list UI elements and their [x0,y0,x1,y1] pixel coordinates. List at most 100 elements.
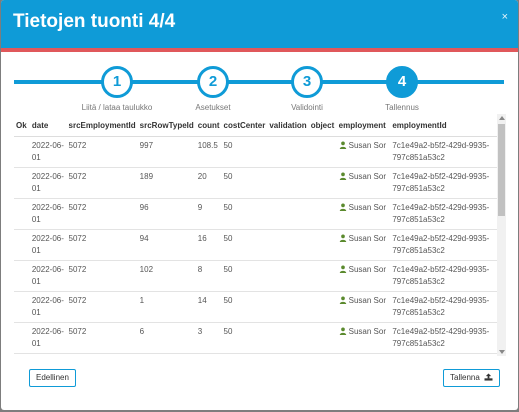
table-row[interactable]: 2022-06-01 5072 102 8 50 Susan Sor 7c1e49a2-b5… [14,260,498,292]
user-icon [339,296,346,304]
cell-date: 2022-06-01 [29,167,67,199]
header-employment[interactable]: employment [336,114,391,137]
cell-srcEmploymentId: 5072 [66,136,138,168]
table-row[interactable]: 2022-06-01 5072 96 9 50 Susan Sor 7c1e49a2-b5f… [14,198,498,230]
cell-object [308,136,337,168]
header-validation[interactable]: validation [267,114,309,137]
user-icon [339,234,346,242]
user-icon [339,203,346,211]
step-1-label: Liitä / lataa taulukko [81,103,153,112]
cell-date: 2022-06-01 [29,136,67,168]
import-table-container[interactable]: Ok date srcEmploymentId srcRowTypeId cou… [14,114,498,356]
previous-button[interactable]: Edellinen [29,369,76,387]
header-object[interactable]: object [308,114,337,137]
table-row[interactable]: 2022-06-01 5072 1 14 50 Susan Sor 7c1e49a2-b5f… [14,291,498,323]
employment-name: Susan Sor [348,172,386,181]
cell-count: 4 [195,353,222,356]
cell-srcEmploymentId: 5072 [66,322,138,354]
header-count[interactable]: count [195,114,222,137]
cell-date: 2022-06-01 [29,229,67,261]
cell-ok [14,198,30,230]
cell-employment: Susan Sor [336,167,391,199]
table-row[interactable]: 2022-06-01 5072 997 108.5 50 Susan Sor 7c1e49a… [14,136,498,168]
cell-costCenter: 50 [221,229,268,261]
step-2[interactable]: 2 Asetukset [163,66,263,112]
cell-ok [14,136,30,168]
step-3-circle: 3 [291,66,323,98]
cell-count: 8 [195,260,222,292]
table-row[interactable]: 2022-06-0150723450 Susan Sor7c1e49a2-b5f2… [14,353,498,356]
save-button[interactable]: Tallenna [443,369,501,387]
cell-srcRowTypeId: 102 [137,260,196,292]
cell-ok [14,260,30,292]
dialog-header: Tietojen tuonti 4/4 × [1,0,518,52]
cell-count: 16 [195,229,222,261]
close-icon[interactable]: × [501,11,508,23]
cell-object [308,260,337,292]
cell-count: 14 [195,291,222,323]
cell-validation [267,229,309,261]
step-1[interactable]: 1 Liitä / lataa taulukko [67,66,167,112]
cell-validation [267,136,309,168]
step-4-label: Tallennus [385,103,419,112]
step-1-circle: 1 [101,66,133,98]
table-row[interactable]: 2022-06-01 5072 189 20 50 Susan Sor 7c1e49a2-b… [14,167,498,199]
cell-employment: Susan Sor [336,291,391,323]
cell-validation [267,353,309,356]
dialog-title: Tietojen tuonti 4/4 [13,11,176,32]
cell-date: 2022-06-01 [29,322,67,354]
cell-validation [267,198,309,230]
cell-object [308,353,337,356]
cell-object [308,291,337,323]
step-2-label: Asetukset [195,103,231,112]
cell-employmentId: 7c1e49a2-b5f2-429d-9935-797c851a53c2 [390,167,498,199]
header-src-row-type-id[interactable]: srcRowTypeId [137,114,196,137]
cell-validation [267,291,309,323]
cell-srcEmploymentId: 5072 [66,198,138,230]
scroll-thumb[interactable] [498,124,505,216]
cell-employment: Susan Sor [336,260,391,292]
scroll-down-icon[interactable] [499,350,505,354]
cell-employment: Susan Sor [336,353,391,356]
scroll-up-icon[interactable] [499,116,505,120]
cell-costCenter: 50 [221,260,268,292]
cell-srcRowTypeId: 94 [137,229,196,261]
user-icon [339,172,346,180]
cell-date: 2022-06-01 [29,353,67,356]
cell-count: 20 [195,167,222,199]
table-row[interactable]: 2022-06-01 5072 6 3 50 Susan Sor 7c1e49a2-b5f2… [14,322,498,354]
cell-srcRowTypeId: 6 [137,322,196,354]
step-track [14,80,504,84]
cell-count: 9 [195,198,222,230]
step-3[interactable]: 3 Validointi [257,66,357,112]
header-employment-id[interactable]: employmentId [390,114,498,137]
cell-ok [14,229,30,261]
header-date[interactable]: date [29,114,67,137]
cell-employmentId: 7c1e49a2-b5f2-429d-9935-797c851a53c2 [390,291,498,323]
header-src-employment-id[interactable]: srcEmploymentId [66,114,138,137]
cell-costCenter: 50 [221,167,268,199]
import-table: Ok date srcEmploymentId srcRowTypeId cou… [14,114,498,356]
cell-ok [14,322,30,354]
cell-count: 108.5 [195,136,222,168]
save-button-label: Tallenna [450,373,480,382]
header-ok[interactable]: Ok [14,114,30,137]
cell-costCenter: 50 [221,198,268,230]
table-scrollbar[interactable] [497,114,506,356]
cell-employment: Susan Sor [336,229,391,261]
employment-name: Susan Sor [348,141,386,150]
cell-costCenter: 50 [221,291,268,323]
step-4[interactable]: 4 Tallennus [352,66,452,112]
cell-employmentId: 7c1e49a2-b5f2-429d-9935-797c851a53c2 [390,136,498,168]
cell-employmentId: 7c1e49a2-b5f2-429d-9935-797c851a53c2 [390,198,498,230]
cell-srcEmploymentId: 5072 [66,291,138,323]
cell-employmentId: 7c1e49a2-b5f2-429d-9935-797c851a53c2 [390,353,498,356]
table-header-row: Ok date srcEmploymentId srcRowTypeId cou… [14,114,498,137]
cell-object [308,229,337,261]
header-cost-center[interactable]: costCenter [221,114,268,137]
cell-employmentId: 7c1e49a2-b5f2-429d-9935-797c851a53c2 [390,229,498,261]
cell-srcRowTypeId: 96 [137,198,196,230]
cell-object [308,198,337,230]
table-row[interactable]: 2022-06-01 5072 94 16 50 Susan Sor 7c1e49a2-b5… [14,229,498,261]
